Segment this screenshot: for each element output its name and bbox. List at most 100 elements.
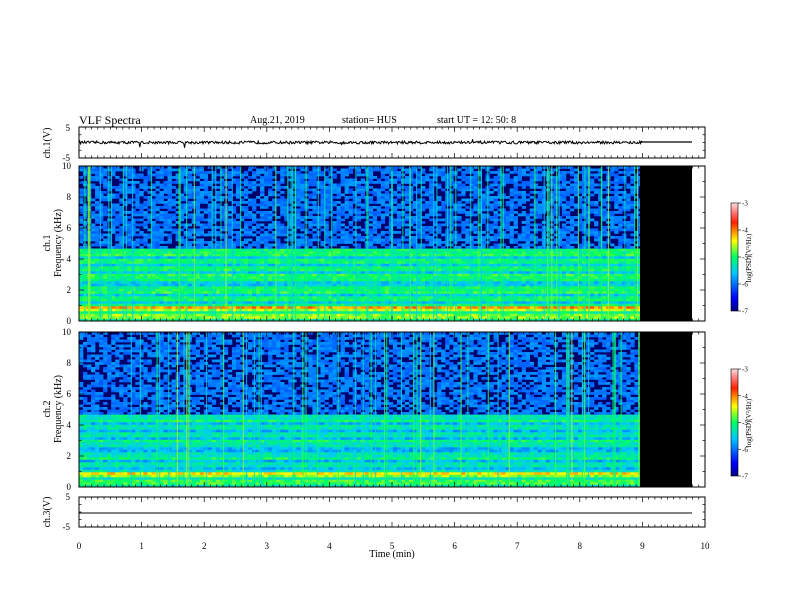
spectrogram-cell xyxy=(79,306,84,309)
spectrogram-cell xyxy=(123,261,128,264)
spectrogram-cell xyxy=(248,168,253,172)
spectrogram-cell xyxy=(159,198,164,202)
spectrogram-cell xyxy=(119,318,124,321)
spectrogram-cell xyxy=(227,266,233,269)
spectrogram-cell xyxy=(260,308,265,312)
spectrogram-cell xyxy=(360,193,366,197)
spectrogram-cell xyxy=(312,266,317,269)
spectrogram-cell xyxy=(256,218,261,222)
spectrogram-cell xyxy=(195,271,201,274)
spectrogram-cell xyxy=(171,228,176,232)
spectrogram-cell xyxy=(280,286,285,289)
spectrogram-cell xyxy=(187,248,192,252)
spectrogram-cell xyxy=(195,256,201,259)
spectrogram-cell xyxy=(449,288,454,292)
spectrogram-cell xyxy=(437,213,442,217)
spectrogram-cell xyxy=(115,168,120,172)
spectrogram-cell xyxy=(135,191,140,194)
spectrogram-cell xyxy=(143,253,148,257)
spectrogram-cell xyxy=(211,288,217,292)
spectrogram-cell xyxy=(372,226,378,229)
spectrogram-cell xyxy=(292,183,297,187)
spectrogram-cell xyxy=(103,283,108,287)
spectrogram-cell xyxy=(79,253,84,257)
spectrogram-cell xyxy=(231,311,237,314)
spectrogram-cell xyxy=(449,303,454,307)
spectrogram-cell xyxy=(139,211,144,214)
spectrogram-cell xyxy=(413,178,418,182)
spectrogram-cell xyxy=(91,258,96,262)
spectrogram-cell xyxy=(344,293,349,297)
spectrogram-cell xyxy=(332,226,337,229)
spectrogram-cell xyxy=(171,176,176,179)
spectrogram-cell xyxy=(380,221,386,224)
spectrogram-cell xyxy=(167,268,172,272)
spectrogram-cell xyxy=(292,261,297,264)
spectrogram-cell xyxy=(79,303,84,307)
spectrogram-cell xyxy=(155,183,160,187)
spectrogram-cell xyxy=(195,278,201,282)
spectrogram-cell xyxy=(264,196,269,199)
spectrogram-cell xyxy=(211,261,217,264)
spectrogram-cell xyxy=(421,236,426,239)
spectrogram-cell xyxy=(320,173,325,177)
spectrogram-cell xyxy=(111,261,116,264)
spectrogram-cell xyxy=(227,301,233,304)
spectrogram-cell xyxy=(308,283,313,287)
spectrogram-cell xyxy=(376,296,382,299)
spectrogram-cell xyxy=(147,298,152,302)
spectrogram-cell xyxy=(284,258,289,262)
spectrogram-cell xyxy=(131,303,136,307)
spectrogram-cell xyxy=(384,181,390,184)
spectrogram-cell xyxy=(252,283,257,287)
spectrogram-cell xyxy=(99,166,104,169)
spectrogram-cell xyxy=(348,286,353,289)
spectrogram-cell xyxy=(260,181,265,184)
spectrogram-cell xyxy=(336,316,341,319)
spectrogram-cell xyxy=(324,306,329,309)
spectrogram-cell xyxy=(256,316,261,319)
spectrogram-cell xyxy=(376,223,382,227)
spectrogram-cell xyxy=(300,281,305,284)
spectrogram-cell xyxy=(336,271,341,274)
spectrogram-cell xyxy=(272,213,277,217)
spectrogram-cell xyxy=(219,196,225,199)
spectrogram-cell xyxy=(115,261,120,264)
spectrogram-cell xyxy=(199,183,205,187)
spectrogram-cell xyxy=(425,253,430,257)
spectrogram-cell xyxy=(268,298,273,302)
spectrogram-cell xyxy=(300,206,305,209)
spectrogram-cell xyxy=(324,266,329,269)
spectrogram-cell xyxy=(308,243,313,247)
spectrogram-cell xyxy=(372,223,378,227)
spectrogram-cell xyxy=(408,301,414,304)
spectrogram-cell xyxy=(159,248,164,252)
spectrogram-cell xyxy=(252,298,257,302)
spectrogram-cell xyxy=(163,316,168,319)
spectrogram-cell xyxy=(312,181,317,184)
spectrogram-cell xyxy=(272,268,277,272)
spectrogram-cell xyxy=(433,286,438,289)
spectrogram-cell xyxy=(151,231,156,234)
spectrogram-cell xyxy=(425,173,430,177)
spectrogram-cell xyxy=(91,271,96,274)
spectrogram-cell xyxy=(300,278,305,282)
spectrogram-cell xyxy=(312,211,317,214)
spectrogram-cell xyxy=(268,251,273,254)
spectrogram-cell xyxy=(187,188,192,192)
spectrogram-cell xyxy=(284,301,289,304)
spectrogram-cell xyxy=(119,211,124,214)
spectrogram-cell xyxy=(207,286,213,289)
spectrogram-cell xyxy=(332,168,337,172)
spectrogram-cell xyxy=(433,213,438,217)
spectrogram-cell xyxy=(151,293,156,297)
spectrogram-cell xyxy=(264,181,269,184)
spectrogram-cell xyxy=(239,198,245,202)
spectrogram-cell xyxy=(248,176,253,179)
spectrogram-cell xyxy=(183,313,188,317)
spectrogram-cell xyxy=(175,283,180,287)
spectrogram-cell xyxy=(260,316,265,319)
spectrogram-cell xyxy=(384,286,390,289)
spectrogram-cell xyxy=(127,241,132,244)
spectrogram-cell xyxy=(376,266,382,269)
